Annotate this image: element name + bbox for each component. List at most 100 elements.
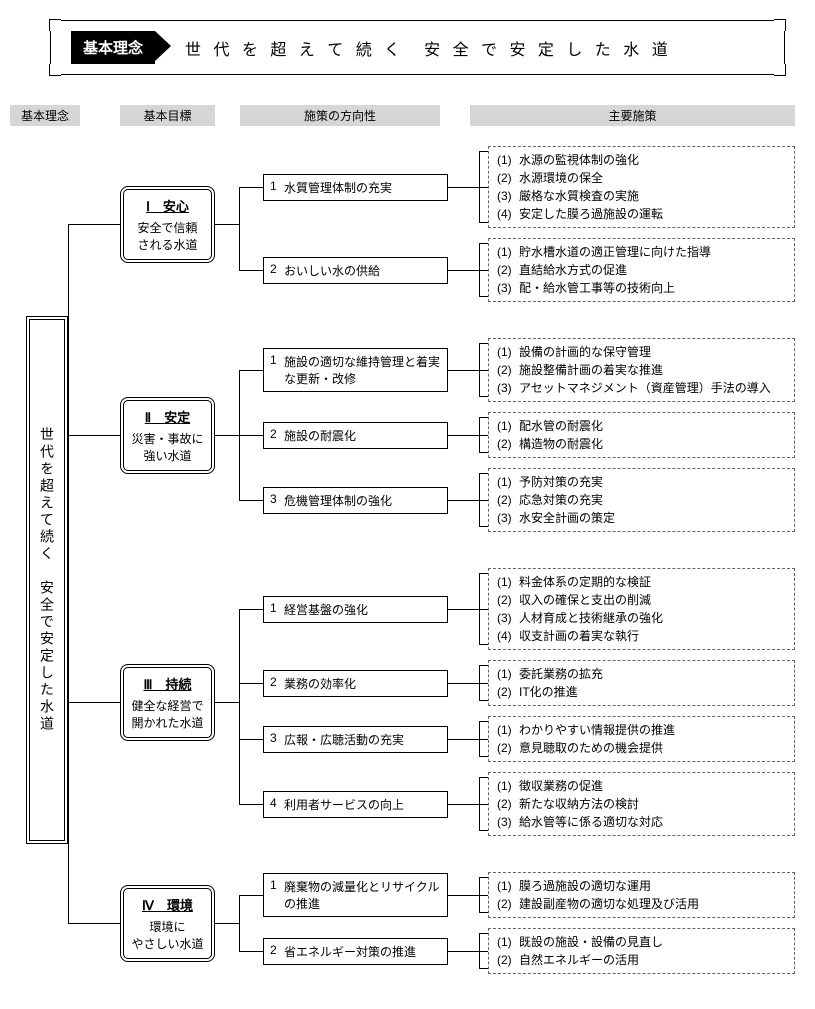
direction-box: 3危機管理体制の強化 (263, 487, 448, 514)
goal-box: Ⅲ 持続健全な経営で 開かれた水道 (120, 664, 215, 741)
measure-text: 配水管の耐震化 (519, 417, 603, 435)
measure-number: (1) (497, 243, 519, 261)
direction-row: 2省エネルギー対策の推進(1)既設の施設・設備の見直し(2)自然エネルギーの活用 (215, 928, 805, 974)
banner-text: 世 代 を 超 え て 続 く 安 全 で 安 定 し た 水 道 (185, 36, 672, 60)
measure-text: 給水管等に係る適切な対応 (519, 813, 663, 831)
main-tree: 世代を超えて続く 安全で安定した水道 Ⅰ 安心安全で信頼 される水道1水質管理体… (10, 146, 805, 974)
measure-item: (2)構造物の耐震化 (497, 435, 786, 453)
direction-column: 1廃棄物の減量化とリサイクルの推進 (1)膜ろ過施設の適切な運用(2)建設副産物の… (215, 872, 805, 974)
measure-item: (3)給水管等に係る適切な対応 (497, 813, 786, 831)
measures-box: (1)水源の監視体制の強化(2)水源環境の保全(3)厳格な水質検査の実施(4)安… (488, 146, 795, 228)
measure-number: (2) (497, 739, 519, 757)
measure-text: 膜ろ過施設の適切な運用 (519, 877, 651, 895)
measures-box: (1)膜ろ過施設の適切な運用(2)建設副産物の適切な処理及び活用 (488, 872, 795, 918)
measure-text: 徴収業務の促進 (519, 777, 603, 795)
measures-box: (1)設備の計画的な保守管理(2)施設整備計画の着実な推進(3)アセットマネジメ… (488, 338, 795, 402)
measure-number: (1) (497, 417, 519, 435)
measure-item: (2)直結給水方式の促進 (497, 261, 786, 279)
measure-text: 収支計画の着実な執行 (519, 627, 639, 645)
measure-number: (2) (497, 435, 519, 453)
measure-item: (4)安定した膜ろ過施設の運転 (497, 205, 786, 223)
direction-label: 利用者サービスの向上 (284, 796, 441, 813)
direction-box: 3広報・広聴活動の充実 (263, 726, 448, 753)
direction-number: 1 (270, 353, 284, 387)
measure-text: IT化の推進 (519, 683, 578, 701)
measure-number: (2) (497, 591, 519, 609)
measure-item: (1)設備の計画的な保守管理 (497, 343, 786, 361)
banner: 基本理念 世 代 を 超 え て 続 く 安 全 で 安 定 し た 水 道 (50, 20, 785, 75)
direction-box: 1経営基盤の強化 (263, 596, 448, 623)
measure-item: (3)配・給水管工事等の技術向上 (497, 279, 786, 297)
measure-number: (3) (497, 813, 519, 831)
goal-title: Ⅰ 安心 (130, 196, 205, 215)
direction-label: 業務の効率化 (284, 675, 441, 692)
direction-number: 4 (270, 796, 284, 813)
measure-item: (1)料金体系の定期的な検証 (497, 573, 786, 591)
measure-number: (2) (497, 361, 519, 379)
measure-number: (2) (497, 795, 519, 813)
measure-number: (2) (497, 683, 519, 701)
measure-item: (1)わかりやすい情報提供の推進 (497, 721, 786, 739)
goal-block: Ⅳ 環境環境に やさしい水道 1廃棄物の減量化とリサイクルの推進 (1)膜ろ過施設の… (68, 872, 805, 974)
direction-label: おいしい水の供給 (284, 262, 441, 279)
measure-number: (1) (497, 151, 519, 169)
direction-number: 1 (270, 878, 284, 912)
direction-number: 1 (270, 179, 284, 196)
measure-text: 新たな収納方法の検討 (519, 795, 639, 813)
spacer (68, 302, 805, 338)
direction-box: 1水質管理体制の充実 (263, 174, 448, 201)
direction-column: 1施設の適切な維持管理と着実な更新・改修 (1)設備の計画的な保守管理(2)施設整… (215, 338, 805, 532)
measure-text: 水安全計画の策定 (519, 509, 615, 527)
direction-column: 1水質管理体制の充実 (1)水源の監視体制の強化(2)水源環境の保全(3)厳格な水… (215, 146, 805, 302)
measure-number: (2) (497, 895, 519, 913)
goal-subtitle: 健全な経営で 開かれた水道 (130, 697, 205, 731)
direction-box: 2業務の効率化 (263, 670, 448, 697)
measure-text: 設備の計画的な保守管理 (519, 343, 651, 361)
measure-text: 収入の確保と支出の削減 (519, 591, 651, 609)
measure-text: 安定した膜ろ過施設の運転 (519, 205, 663, 223)
measure-text: 意見聴取のための機会提供 (519, 739, 663, 757)
measure-text: 厳格な水質検査の実施 (519, 187, 639, 205)
goal-subtitle: 安全で信頼 される水道 (130, 219, 205, 253)
measures-box: (1)徴収業務の促進(2)新たな収納方法の検討(3)給水管等に係る適切な対応 (488, 772, 795, 836)
direction-number: 3 (270, 492, 284, 509)
measure-item: (2)新たな収納方法の検討 (497, 795, 786, 813)
direction-box: 2施設の耐震化 (263, 422, 448, 449)
corner-decor (49, 19, 61, 31)
measure-text: 予防対策の充実 (519, 473, 603, 491)
direction-row: 1経営基盤の強化(1)料金体系の定期的な検証(2)収入の確保と支出の削減(3)人… (215, 568, 805, 650)
corner-decor (49, 64, 61, 76)
direction-label: 施設の適切な維持管理と着実な更新・改修 (284, 353, 441, 387)
measure-text: 建設副産物の適切な処理及び活用 (519, 895, 699, 913)
measure-number: (3) (497, 187, 519, 205)
measure-text: 人材育成と技術継承の強化 (519, 609, 663, 627)
goal-subtitle: 環境に やさしい水道 (130, 918, 205, 952)
measures-box: (1)委託業務の拡充(2)IT化の推進 (488, 660, 795, 706)
direction-box: 2省エネルギー対策の推進 (263, 938, 448, 965)
measure-item: (2)建設副産物の適切な処理及び活用 (497, 895, 786, 913)
goal-title: Ⅳ 環境 (130, 895, 205, 914)
direction-label: 広報・広聴活動の充実 (284, 731, 441, 748)
measure-number: (1) (497, 877, 519, 895)
measure-item: (2)意見聴取のための機会提供 (497, 739, 786, 757)
direction-number: 2 (270, 675, 284, 692)
measure-number: (3) (497, 509, 519, 527)
direction-label: 廃棄物の減量化とリサイクルの推進 (284, 878, 441, 912)
direction-label: 経営基盤の強化 (284, 601, 441, 618)
measure-item: (2)IT化の推進 (497, 683, 786, 701)
header-measures: 主要施策 (470, 105, 795, 126)
direction-column: 1経営基盤の強化(1)料金体系の定期的な検証(2)収入の確保と支出の削減(3)人… (215, 568, 805, 836)
measure-text: 既設の施設・設備の見直し (519, 933, 663, 951)
measure-number: (2) (497, 491, 519, 509)
goal-block: Ⅱ 安定災害・事故に 強い水道1施設の適切な維持管理と着実な更新・改修(1)設備… (68, 338, 805, 532)
goal-title: Ⅲ 持続 (130, 674, 205, 693)
measures-box: (1)予防対策の充実(2)応急対策の充実(3)水安全計画の策定 (488, 468, 795, 532)
measure-number: (1) (497, 777, 519, 795)
direction-label: 危機管理体制の強化 (284, 492, 441, 509)
measure-item: (1)貯水槽水道の適正管理に向けた指導 (497, 243, 786, 261)
direction-number: 2 (270, 427, 284, 444)
corner-decor (774, 64, 786, 76)
measure-number: (4) (497, 205, 519, 223)
measure-text: 自然エネルギーの活用 (519, 951, 639, 969)
direction-row: 2施設の耐震化 (1)配水管の耐震化(2)構造物の耐震化 (215, 412, 805, 458)
